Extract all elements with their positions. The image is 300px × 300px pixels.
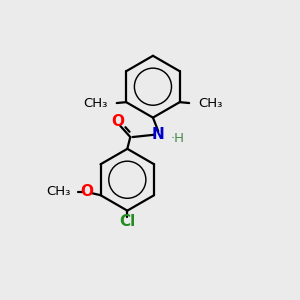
Text: N: N (152, 127, 165, 142)
Text: CH₃: CH₃ (83, 97, 108, 110)
Text: CH₃: CH₃ (198, 97, 222, 110)
Text: O: O (80, 184, 93, 199)
Text: O: O (111, 114, 124, 129)
Text: Cl: Cl (119, 214, 136, 229)
Text: ·H: ·H (171, 132, 184, 145)
Text: CH₃: CH₃ (47, 185, 71, 198)
